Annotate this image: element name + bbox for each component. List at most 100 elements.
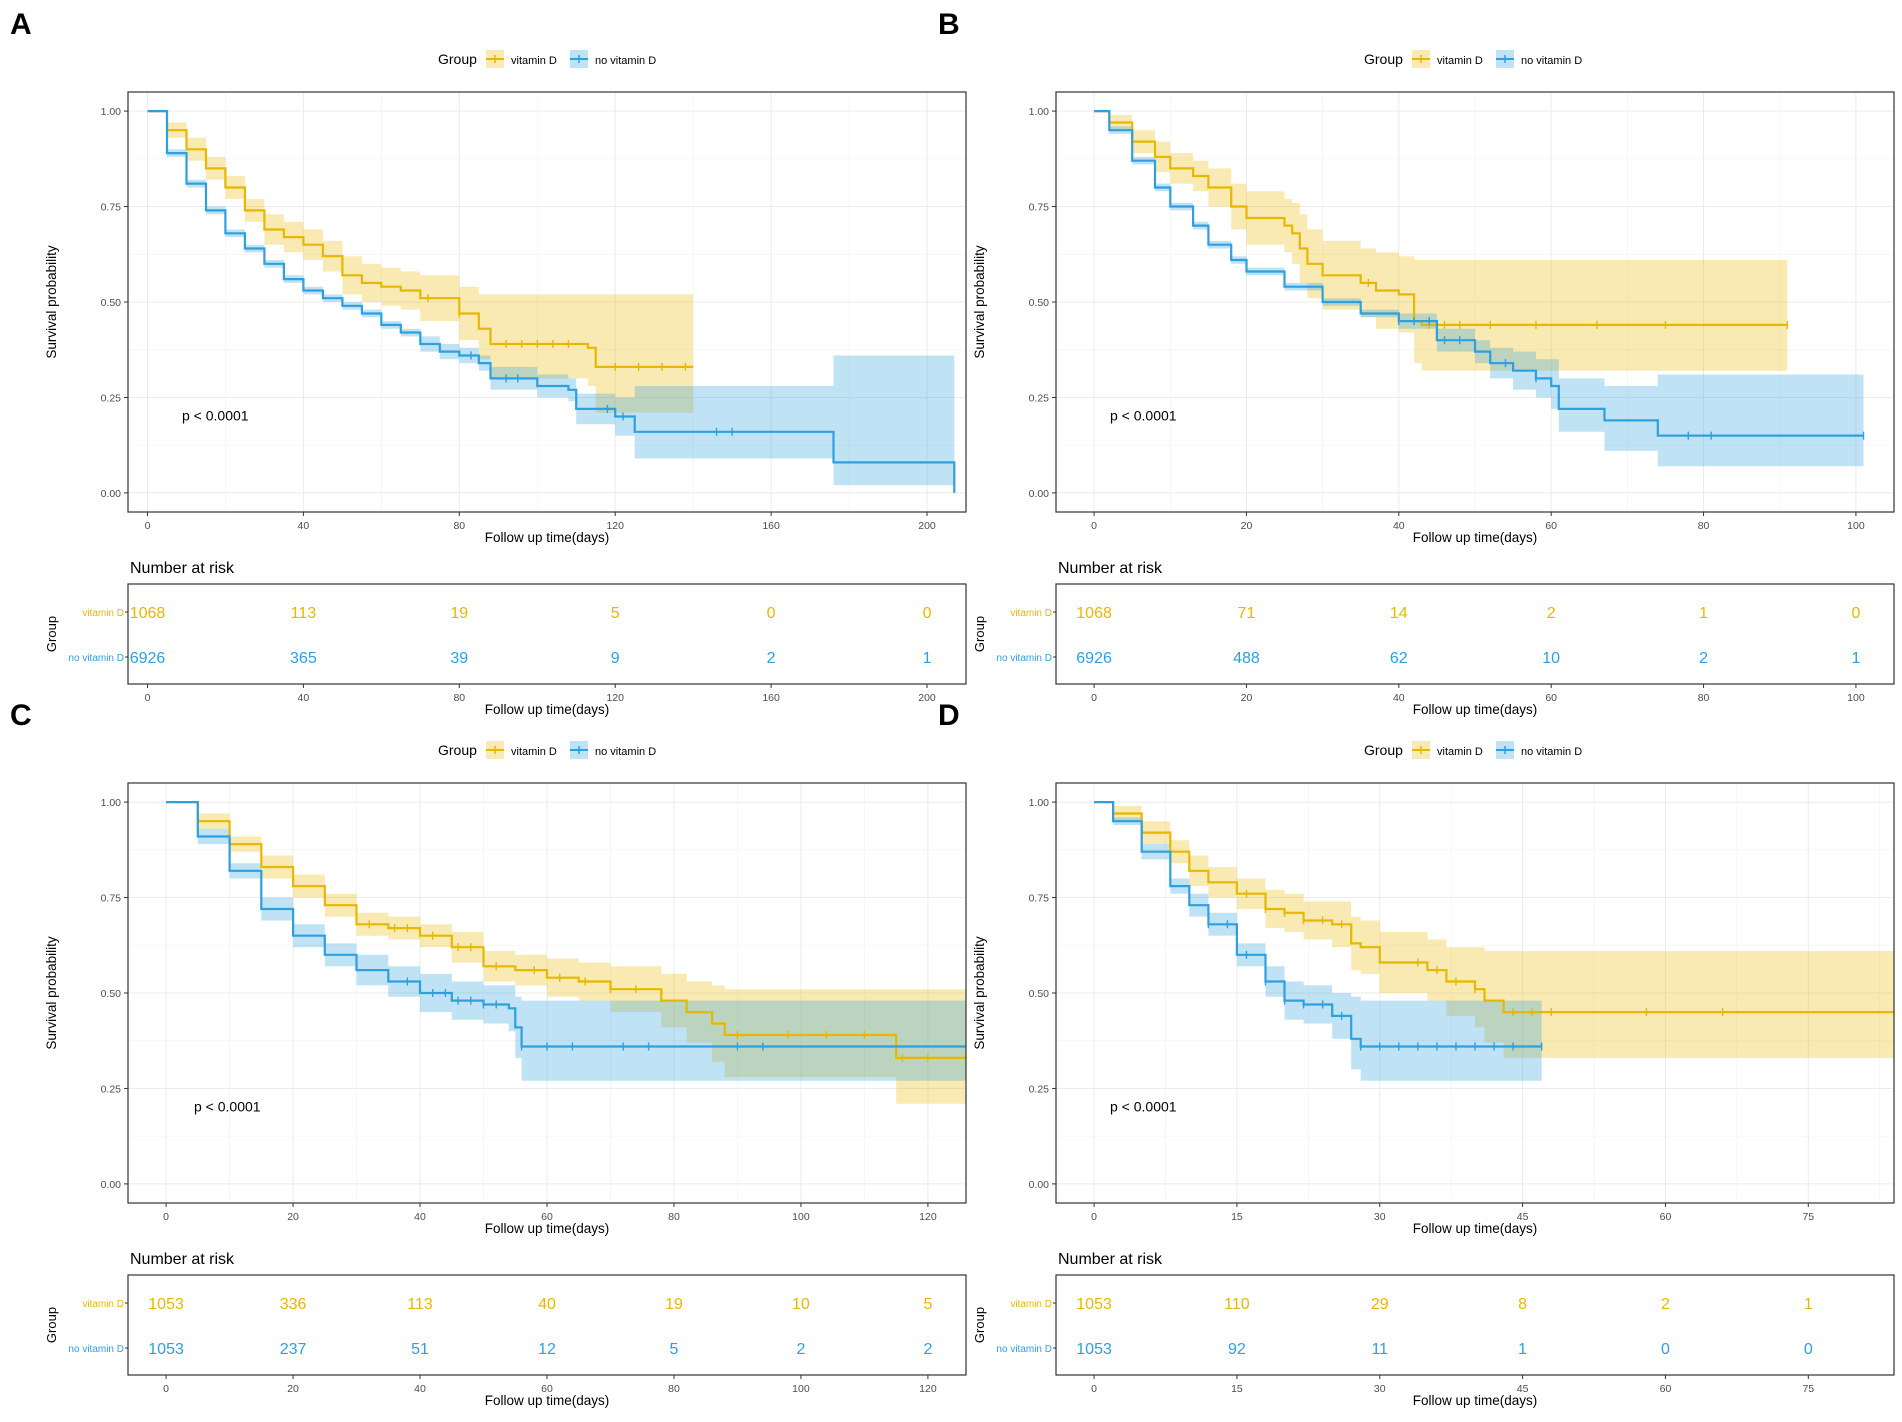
risk-x-tick-label: 80: [668, 1383, 680, 1395]
risk-count: 1053: [1076, 1341, 1112, 1358]
risk-x-tick-label: 160: [762, 692, 780, 704]
risk-count: 8: [1518, 1296, 1527, 1313]
legend: Group vitamin D no vitamin D: [1364, 741, 1582, 759]
x-tick-label: 80: [668, 1211, 680, 1223]
grid: [128, 783, 966, 1203]
x-tick-label: 60: [541, 1211, 553, 1223]
risk-count: 1: [1518, 1341, 1527, 1358]
y-tick-label: 1.00: [101, 797, 122, 809]
risk-count: 92: [1228, 1341, 1246, 1358]
risk-count: 6926: [1076, 650, 1112, 667]
x-tick-label: 20: [1241, 520, 1253, 532]
x-tick-label: 0: [1091, 520, 1097, 532]
legend: Group vitamin D no vitamin D: [438, 50, 656, 68]
y-tick-label: 0.75: [101, 893, 122, 905]
curves: [166, 801, 966, 1104]
panel-label: C: [10, 699, 32, 732]
risk-row-label-no-vitamin-d: no vitamin D: [996, 653, 1052, 664]
x-tick-label: 75: [1802, 1211, 1814, 1223]
risk-table-title: Number at risk: [130, 560, 235, 577]
risk-count: 365: [290, 650, 317, 667]
x-tick-label: 120: [919, 1211, 937, 1223]
risk-count: 1068: [1076, 605, 1112, 622]
y-tick-label: 0.75: [1029, 893, 1050, 905]
risk-count: 1: [1804, 1296, 1813, 1313]
panel-label: D: [938, 699, 960, 732]
risk-x-axis-title: Follow up time(days): [485, 1393, 610, 1408]
risk-table-frame: [127, 583, 967, 685]
legend-label-vitamin-d: vitamin D: [1437, 55, 1483, 67]
risk-table-title: Number at risk: [1058, 1251, 1163, 1268]
risk-x-axis-title: Follow up time(days): [1413, 1393, 1538, 1408]
risk-x-tick-label: 60: [1545, 692, 1557, 704]
risk-table-frame: [1055, 583, 1895, 685]
ci-band-vitamin-d: [1094, 802, 1894, 1058]
y-tick-label: 1.00: [101, 106, 122, 118]
y-tick-label: 0.50: [1029, 988, 1050, 1000]
legend-label-no-vitamin-d: no vitamin D: [1521, 746, 1582, 758]
survival-curve-vitamin-d: [1094, 110, 1788, 326]
legend-label-no-vitamin-d: no vitamin D: [1521, 55, 1582, 67]
survival-curve-no-vitamin-d: [1094, 801, 1542, 1048]
risk-y-axis-title: Group: [44, 616, 59, 652]
risk-row-label-no-vitamin-d: no vitamin D: [68, 653, 124, 664]
legend: Group vitamin D no vitamin D: [438, 741, 656, 759]
survival-curve-no-vitamin-d: [147, 110, 956, 493]
legend-label-vitamin-d: vitamin D: [511, 746, 557, 758]
y-tick-label: 0.25: [101, 392, 122, 404]
risk-x-tick-label: 60: [1660, 1383, 1672, 1395]
ci-band-no-vitamin-d: [1094, 111, 1864, 467]
y-tick-label: 0.50: [101, 297, 122, 309]
risk-x-tick-label: 120: [606, 692, 624, 704]
x-tick-label: 0: [1091, 1211, 1097, 1223]
risk-count: 19: [665, 1296, 683, 1313]
risk-count: 39: [450, 650, 468, 667]
x-tick-label: 80: [453, 520, 465, 532]
y-tick-label: 0.00: [1029, 1179, 1050, 1191]
x-tick-label: 0: [163, 1211, 169, 1223]
x-tick-label: 100: [1847, 520, 1865, 532]
x-tick-label: 40: [1393, 520, 1405, 532]
risk-count: 40: [538, 1296, 556, 1313]
ci-band-no-vitamin-d: [166, 802, 966, 1081]
x-tick-label: 40: [298, 520, 310, 532]
risk-row-label-no-vitamin-d: no vitamin D: [68, 1344, 124, 1355]
panel-b: B Group vitamin D no vitamin D 0.00 0.25 0.50 0…: [938, 8, 1895, 717]
y-axis-title: Survival probability: [44, 245, 59, 359]
risk-y-axis-title: Group: [44, 1307, 59, 1343]
risk-count: 0: [767, 605, 776, 622]
ci-band-vitamin-d: [1094, 111, 1788, 371]
risk-count: 12: [538, 1341, 556, 1358]
risk-count: 113: [291, 605, 317, 622]
y-tick-label: 0.50: [1029, 297, 1050, 309]
grid: [128, 92, 966, 512]
risk-count: 11: [1371, 1341, 1388, 1358]
curves: [1094, 801, 1894, 1081]
risk-count: 19: [450, 605, 468, 622]
risk-table-title: Number at risk: [130, 1251, 235, 1268]
survival-curve-vitamin-d: [147, 110, 694, 368]
risk-count: 2: [1699, 650, 1708, 667]
risk-x-tick-label: 100: [792, 1383, 810, 1395]
x-axis-title: Follow up time(days): [1413, 530, 1538, 545]
risk-x-tick-label: 80: [1698, 692, 1710, 704]
grid: [1056, 783, 1894, 1203]
x-tick-label: 60: [1660, 1211, 1672, 1223]
risk-row-label-vitamin-d: vitamin D: [1010, 1299, 1052, 1310]
risk-count: 1: [1699, 605, 1708, 622]
x-tick-label: 40: [414, 1211, 426, 1223]
y-tick-label: 0.75: [1029, 202, 1050, 214]
risk-x-tick-label: 80: [453, 692, 465, 704]
risk-count: 1053: [1076, 1296, 1112, 1313]
risk-x-tick-label: 45: [1517, 1383, 1529, 1395]
x-tick-label: 160: [762, 520, 780, 532]
y-axis-title: Survival probability: [972, 936, 987, 1050]
risk-count: 1068: [130, 605, 166, 622]
survival-curve-no-vitamin-d: [166, 801, 966, 1048]
risk-x-tick-label: 20: [287, 1383, 299, 1395]
x-tick-label: 20: [287, 1211, 299, 1223]
risk-row-label-vitamin-d: vitamin D: [1010, 608, 1052, 619]
p-value-label: p < 0.0001: [1110, 1099, 1177, 1115]
risk-count: 237: [280, 1341, 307, 1358]
